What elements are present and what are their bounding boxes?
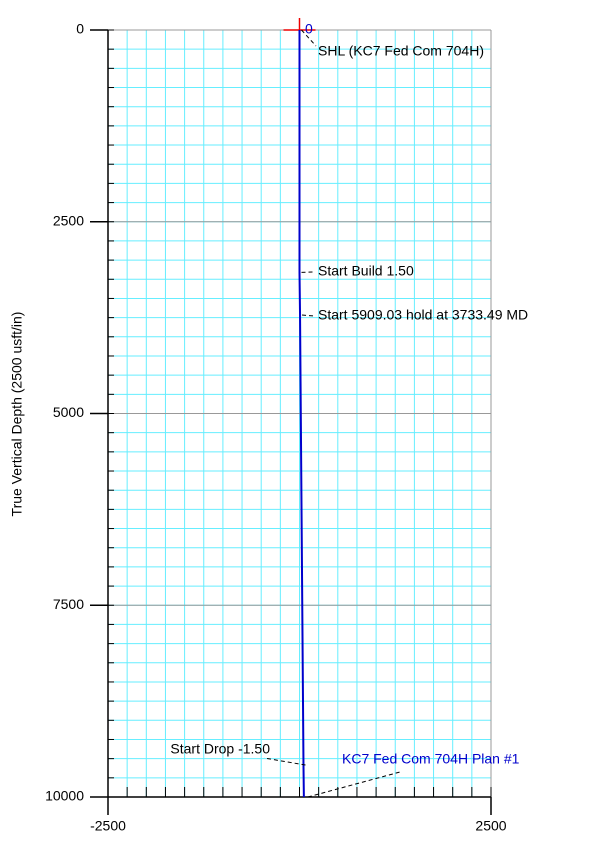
annotation: 0 xyxy=(305,21,313,37)
y-axis-label: True Vertical Depth (2500 usft/in) xyxy=(9,312,25,517)
well-path xyxy=(298,30,305,798)
leader-line xyxy=(263,757,306,766)
annotation: Start Build 1.50 xyxy=(318,263,414,279)
x-tick-label: 2500 xyxy=(475,818,506,834)
y-tick-label: 10000 xyxy=(45,788,84,804)
y-tick-label: 7500 xyxy=(53,596,84,612)
grid xyxy=(107,29,492,798)
y-tick-label: 5000 xyxy=(53,404,84,420)
leader-line xyxy=(301,314,315,317)
series-label: KC7 Fed Com 704H Plan #1 xyxy=(342,751,520,767)
x-tick-label: -2500 xyxy=(90,818,126,834)
y-tick-label: 2500 xyxy=(53,212,84,228)
y-tick-label: 0 xyxy=(76,21,84,37)
leader-line xyxy=(301,29,317,47)
leader-line xyxy=(307,771,401,798)
annotation: Start 5909.03 hold at 3733.49 MD xyxy=(318,307,528,323)
annotation: SHL (KC7 Fed Com 704H) xyxy=(318,43,484,59)
annotation: Start Drop -1.50 xyxy=(170,741,270,757)
